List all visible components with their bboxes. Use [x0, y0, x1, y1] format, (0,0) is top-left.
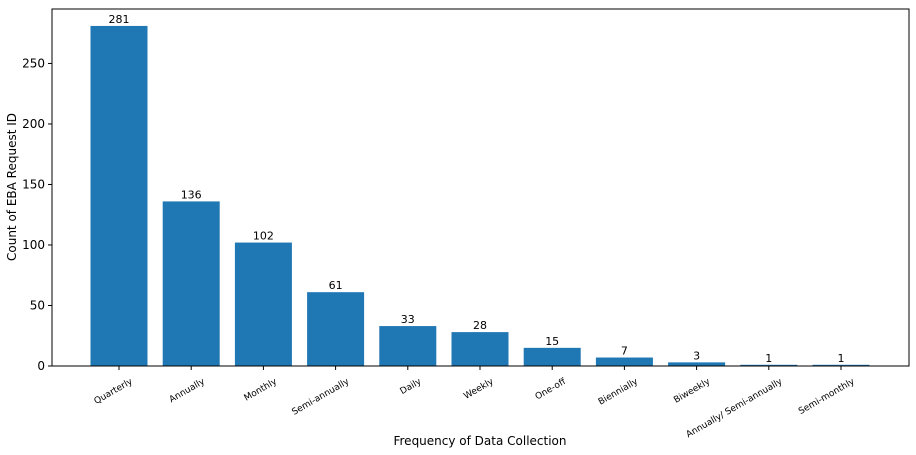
- x-axis-ticks: Quarterly Annually Monthly Semi-annually Dai…: [93, 366, 857, 440]
- bar-value-label: 1: [838, 352, 845, 365]
- bar: [307, 292, 365, 366]
- y-tick-label: 150: [22, 177, 45, 191]
- x-axis-title: Frequency of Data Collection: [393, 434, 566, 448]
- y-axis-title: Count of EBA Request ID: [5, 113, 19, 261]
- bar-value-label: 136: [181, 188, 202, 201]
- y-tick-label: 50: [30, 298, 45, 312]
- y-axis-ticks: 0 50 100 150 200 250: [22, 56, 52, 373]
- bar: [740, 364, 798, 366]
- bar-value-label: 61: [329, 279, 343, 292]
- x-tick-label: Biweekly: [672, 377, 712, 406]
- x-tick-label: One-off: [534, 377, 569, 403]
- x-tick-label: Weekly: [462, 377, 496, 402]
- y-tick-label: 0: [37, 359, 45, 373]
- x-tick-label: Monthly: [243, 377, 280, 404]
- plot-area-frame: [51, 8, 910, 367]
- bar: [162, 201, 220, 366]
- x-tick-label: Quarterly: [93, 377, 135, 407]
- y-tick-label: 200: [22, 117, 45, 131]
- bar: [90, 25, 148, 366]
- bar-value-label: 33: [401, 313, 415, 326]
- bar-value-label: 102: [253, 230, 274, 243]
- bar-value-label: 15: [545, 335, 559, 348]
- bar-value-label: 7: [621, 345, 628, 358]
- bar: [234, 242, 292, 366]
- bar-value-label: 281: [109, 13, 130, 26]
- bar-value-label: 1: [765, 352, 772, 365]
- y-tick-label: 250: [22, 56, 45, 70]
- bar: [451, 332, 509, 366]
- bar-value-label: 28: [473, 319, 487, 332]
- y-tick-label: 100: [22, 238, 45, 252]
- x-tick-label: Annually: [168, 377, 207, 406]
- x-tick-label: Biennially: [597, 377, 641, 408]
- x-tick-label: Daily: [399, 377, 424, 397]
- bar: [812, 364, 870, 366]
- bar: [595, 357, 653, 366]
- bar: [523, 347, 581, 366]
- x-tick-label: Semi-monthly: [797, 377, 857, 417]
- bar-value-label: 3: [693, 349, 700, 362]
- x-tick-label: Semi-annually: [290, 377, 351, 418]
- bars-group: 281 136 102 61 33 28 15 7 3 1 1: [90, 13, 870, 366]
- bar: [379, 326, 437, 366]
- bar: [668, 362, 726, 366]
